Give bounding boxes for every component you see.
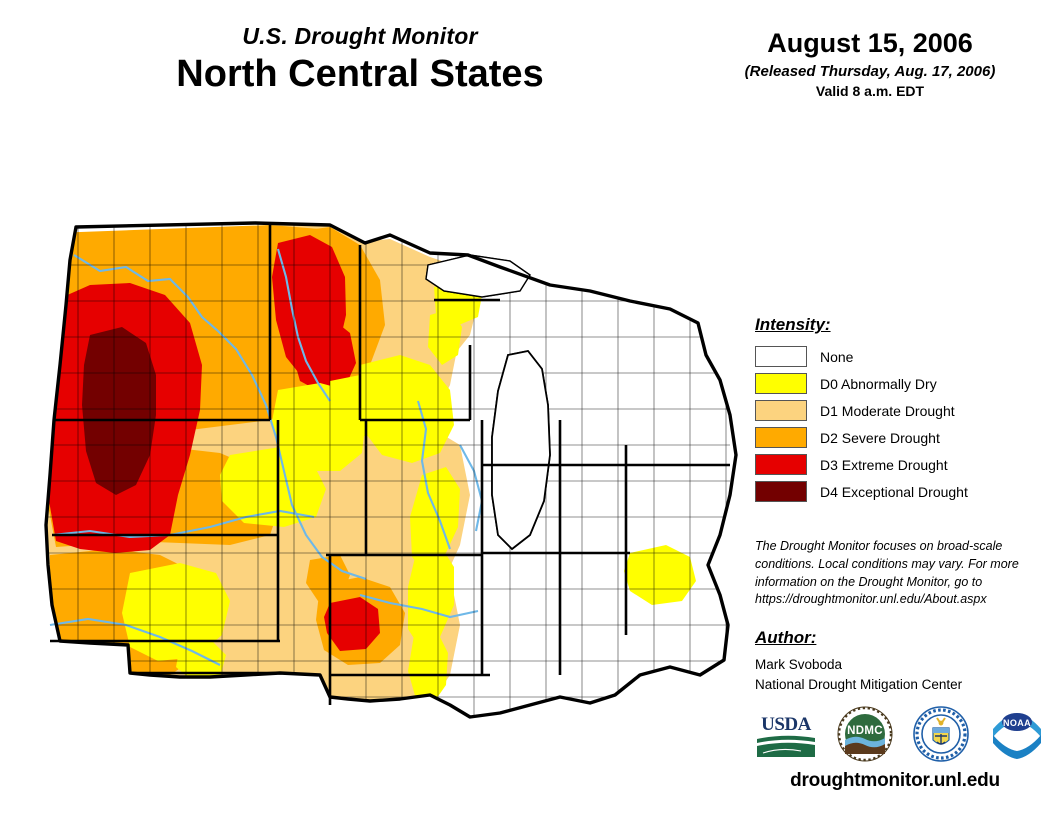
legend-label-d3: D3 Extreme Drought [820, 456, 948, 473]
author-name: Mark Svoboda [755, 657, 843, 672]
title-block: U.S. Drought Monitor North Central State… [60, 23, 660, 97]
author-block: Mark Svoboda National Drought Mitigation… [755, 655, 1035, 694]
legend-item-d4[interactable]: D4 Exceptional Drought [755, 478, 1040, 505]
release-date: (Released Thursday, Aug. 17, 2006) [744, 63, 996, 81]
svg-text:NDMC: NDMC [847, 725, 883, 737]
author-affiliation: National Drought Mitigation Center [755, 676, 963, 692]
usda-logo[interactable]: USDA [755, 709, 817, 759]
noaa-seal-logo[interactable] [913, 706, 969, 762]
valid-time: Valid 8 a.m. EDT [815, 83, 925, 100]
ndmc-logo[interactable]: NDMC [837, 706, 893, 762]
legend-label-d0: D0 Abnormally Dry [820, 375, 937, 392]
legend-swatch-d2 [755, 427, 807, 448]
agency-logos: USDA NDMC NOAA [755, 704, 1045, 764]
noaa-logo[interactable]: NOAA [989, 707, 1045, 761]
legend-item-d2[interactable]: D2 Severe Drought [755, 424, 1040, 451]
legend-label-none: None [820, 348, 854, 365]
program-label: U.S. Drought Monitor [242, 23, 478, 49]
author-heading: Author: [755, 628, 817, 647]
region-outline [44, 221, 738, 719]
legend-swatch-d0 [755, 373, 807, 394]
d3-extreme-layer [46, 235, 380, 651]
legend-swatch-d4 [755, 481, 807, 502]
disclaimer-text: The Drought Monitor focuses on broad-sca… [755, 539, 1019, 607]
legend-label-d1: D1 Moderate Drought [820, 402, 955, 419]
great-lakes-overlay [425, 254, 551, 551]
drought-map[interactable] [30, 205, 740, 725]
legend-heading: Intensity: [755, 315, 831, 334]
page-header: U.S. Drought Monitor North Central State… [0, 0, 1056, 130]
svg-text:USDA: USDA [761, 714, 812, 735]
valid-date: August 15, 2006 [767, 28, 973, 58]
legend-swatch-d1 [755, 400, 807, 421]
legend-item-d3[interactable]: D3 Extreme Drought [755, 451, 1040, 478]
legend-item-none[interactable]: None [755, 343, 1040, 370]
date-block: August 15, 2006 (Released Thursday, Aug.… [700, 28, 1040, 99]
state-boundaries [50, 223, 730, 705]
map-canvas [44, 221, 738, 719]
footer-url[interactable]: droughtmonitor.unl.edu [790, 770, 1000, 791]
legend-label-d2: D2 Severe Drought [820, 429, 940, 446]
rivers [49, 248, 484, 666]
legend-label-d4: D4 Exceptional Drought [820, 483, 968, 500]
d4-exceptional-layer [82, 327, 156, 495]
legend-swatch-d3 [755, 454, 807, 475]
page-title: North Central States [176, 53, 544, 96]
svg-text:NOAA: NOAA [1003, 718, 1031, 728]
legend-item-d0[interactable]: D0 Abnormally Dry [755, 370, 1040, 397]
legend-item-d1[interactable]: D1 Moderate Drought [755, 397, 1040, 424]
legend-panel: Intensity: None D0 Abnormally Dry D1 Mod… [755, 315, 1040, 505]
legend-swatch-none [755, 346, 807, 367]
